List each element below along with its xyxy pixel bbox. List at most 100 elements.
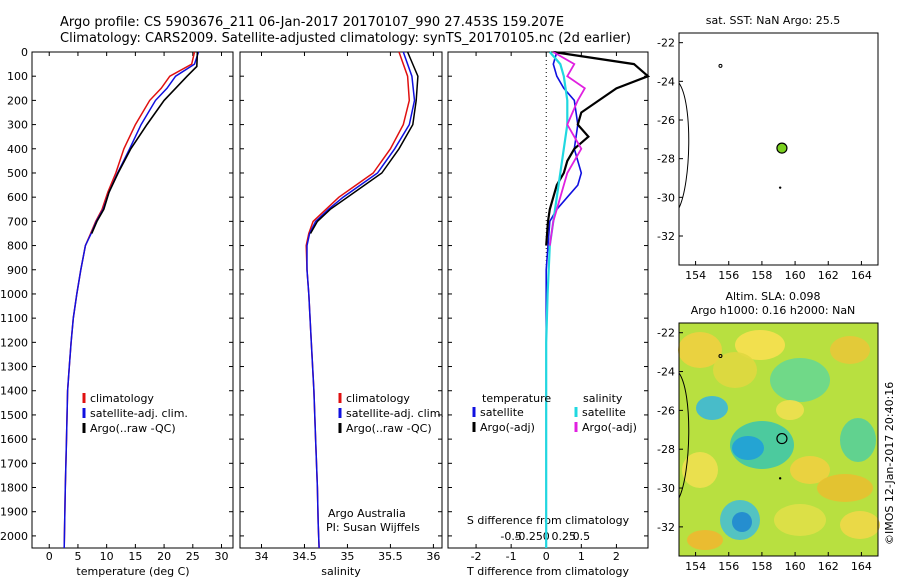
diff-series-line <box>545 51 569 548</box>
lon-tick-label: 154 <box>685 269 706 282</box>
temp-tick-label: 0 <box>46 550 53 563</box>
temp-series-line <box>63 51 196 549</box>
lat-tick-label: -22 <box>657 327 675 340</box>
sla-anomaly-patch <box>840 418 876 462</box>
diff-legend-sal-title: salinity <box>583 392 623 405</box>
temp-tick-label: 20 <box>157 550 171 563</box>
sla-anomaly-patch <box>790 456 830 484</box>
sdiff-tick-label: -0.25 <box>514 530 542 543</box>
panel-frame <box>239 51 443 549</box>
sal-series-line <box>306 51 416 549</box>
depth-tick-label: 900 <box>7 264 28 277</box>
lat-tick-label: -26 <box>657 114 675 127</box>
lon-tick-label: 162 <box>818 269 839 282</box>
salinity-panel: 34 34.5 35 35.5 36 salinity climatology satelli… <box>239 51 444 578</box>
depth-tick-label: 600 <box>7 191 28 204</box>
depth-tick-label: 1400 <box>0 385 28 398</box>
island-marker <box>778 477 782 480</box>
sla-map-title: Altim. SLA: 0.098 <box>725 290 820 303</box>
temp-series-line <box>63 51 200 549</box>
depth-tick-label: 1300 <box>0 361 28 374</box>
panel-frame <box>447 51 649 549</box>
depth-tick-label: 1900 <box>0 506 28 519</box>
depth-tick-label: 100 <box>7 70 28 83</box>
diff-legend-temp-satellite-label: satellite <box>480 406 524 419</box>
sal-xlabel: salinity <box>321 565 361 578</box>
diff-series-line <box>545 51 583 548</box>
temp-legend-item-label: satellite-adj. clim. <box>90 407 188 420</box>
sla-anomaly-patch <box>770 358 830 402</box>
sdiff-tick-label: 0.5 <box>573 530 591 543</box>
tdiff-tick-label: 2 <box>613 550 620 563</box>
lon-tick-label: 158 <box>751 269 772 282</box>
lat-tick-label: -24 <box>657 366 675 379</box>
sla-map: -22 -24 -26 -28 -30 -32 154 156 158 160 162 164 Alti… <box>657 290 880 573</box>
sla-anomaly-patch <box>732 512 752 532</box>
sal-tick-label: 35 <box>340 550 354 563</box>
sal-legend-item-label: satellite-adj. clim. <box>346 407 444 420</box>
sal-series-line <box>305 51 411 549</box>
sal-tick-label: 35.5 <box>378 550 403 563</box>
lat-tick-label: -26 <box>657 404 675 417</box>
header-line1: Argo profile: CS 5903676_211 06-Jan-2017… <box>60 15 564 30</box>
temperature-panel: 0100200300400500600700800900100011001200… <box>0 46 234 578</box>
depth-tick-label: 0 <box>21 46 28 59</box>
lon-tick-label: 160 <box>785 560 806 573</box>
lat-tick-label: -28 <box>657 443 675 456</box>
lon-tick-label: 156 <box>718 560 739 573</box>
sla-anomaly-patch <box>830 336 870 364</box>
depth-tick-label: 1100 <box>0 312 28 325</box>
sla-anomaly-patch <box>687 530 723 550</box>
sst-map-title: sat. SST: NaN Argo: 25.5 <box>706 14 840 27</box>
lat-tick-label: -28 <box>657 153 675 166</box>
depth-tick-label: 400 <box>7 143 28 156</box>
sla-anomaly-patch <box>774 504 826 536</box>
depth-tick-label: 1700 <box>0 457 28 470</box>
depth-tick-label: 300 <box>7 119 28 132</box>
diff-legend-sal-satellite-label: satellite <box>582 406 626 419</box>
sal-legend-item-label: climatology <box>346 392 410 405</box>
sla-anomaly-patch <box>776 400 804 420</box>
lat-tick-label: -32 <box>657 521 675 534</box>
tdiff-tick-label: 0 <box>543 550 550 563</box>
sal-note-pi: PI: Susan Wijffels <box>326 521 420 534</box>
sla-anomaly-patch <box>678 332 722 368</box>
lon-tick-label: 160 <box>785 269 806 282</box>
temp-legend-item-label: Argo(..raw -QC) <box>90 422 176 435</box>
sdiff-tick-label: -0.5 <box>500 530 521 543</box>
temp-legend-item-label: climatology <box>90 392 154 405</box>
diff-series-line <box>548 51 586 246</box>
depth-tick-label: 800 <box>7 240 28 253</box>
depth-tick-label: 1800 <box>0 482 28 495</box>
argo-float-marker <box>776 142 788 154</box>
depth-tick-label: 200 <box>7 94 28 107</box>
map-frame <box>678 322 879 557</box>
sla-anomaly-patch <box>713 352 757 388</box>
sal-note-institution: Argo Australia <box>328 507 406 520</box>
lat-tick-label: -30 <box>657 191 675 204</box>
temp-tick-label: 30 <box>215 550 229 563</box>
tdiff-tick-label: -2 <box>471 550 482 563</box>
lat-tick-label: -22 <box>657 37 675 50</box>
panel-frame <box>31 51 234 549</box>
temp-xlabel: temperature (deg C) <box>76 565 189 578</box>
island-marker <box>718 354 723 359</box>
coastline <box>678 82 690 209</box>
lon-tick-label: 154 <box>685 560 706 573</box>
sla-map-subtitle: Argo h1000: 0.16 h2000: NaN <box>691 304 856 317</box>
sla-anomaly-patch <box>840 511 880 539</box>
temp-tick-label: 5 <box>74 550 81 563</box>
depth-tick-label: 2000 <box>0 530 28 543</box>
tdiff-tick-label: 1 <box>578 550 585 563</box>
sla-anomaly-patch <box>735 330 785 360</box>
temp-tick-label: 15 <box>128 550 142 563</box>
header-line2: Climatology: CARS2009. Satellite-adjuste… <box>60 31 631 46</box>
lon-tick-label: 162 <box>818 560 839 573</box>
depth-tick-label: 1600 <box>0 433 28 446</box>
sal-series-line <box>309 51 419 234</box>
depth-tick-label: 500 <box>7 167 28 180</box>
temp-tick-label: 10 <box>100 550 114 563</box>
diff-legend-temp-title: temperature <box>482 392 551 405</box>
difference-panel: -2 -1 0 1 2-0.5-0.25 0 0.250.5S difference fro… <box>447 50 651 578</box>
